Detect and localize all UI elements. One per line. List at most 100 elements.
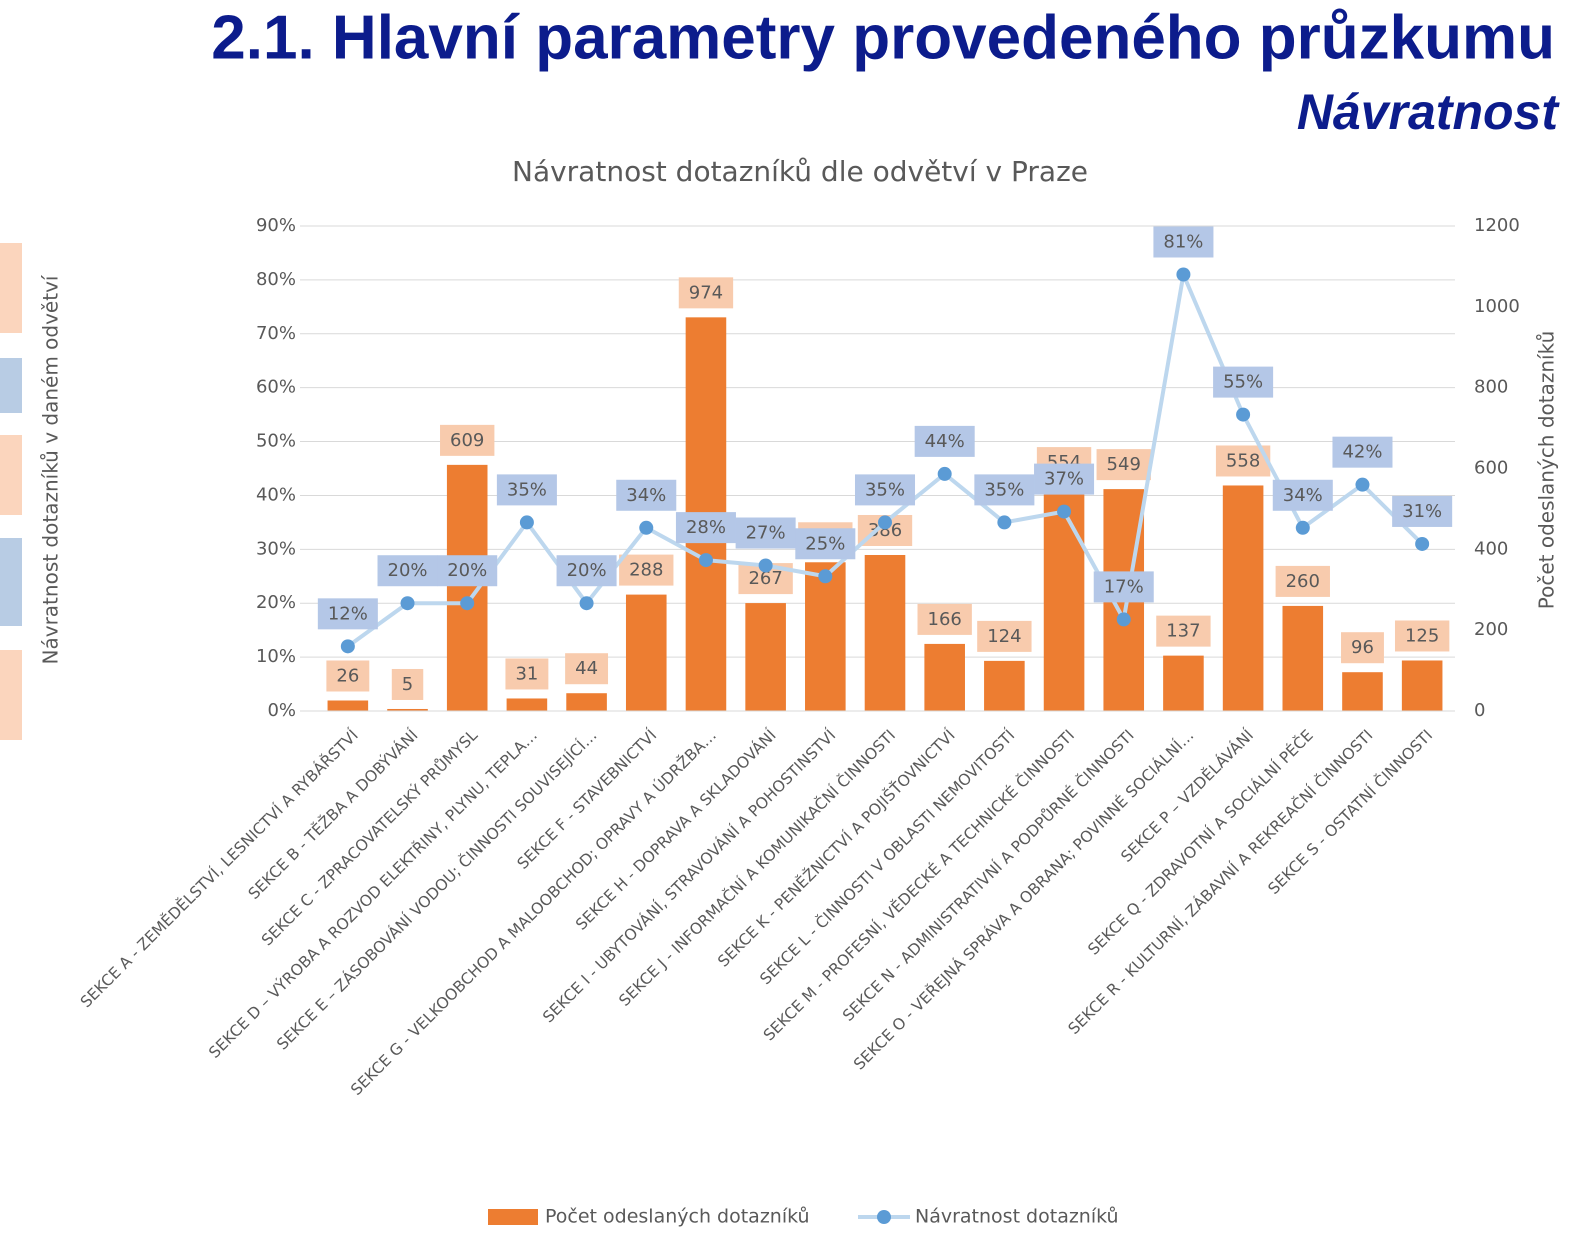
label-box [854,474,916,506]
marker [400,596,415,611]
y-tick-label: 80% [256,269,296,290]
data-label: 288 [629,560,663,581]
marker [519,515,534,530]
y-tick-label: 0% [267,700,296,721]
data-label: 386 [868,520,902,541]
data-label: 35% [507,479,547,500]
label-box [1332,436,1393,468]
y2-tick-label: 400 [1474,538,1508,559]
label-box [437,555,498,587]
y-tick-label: 70% [256,323,296,344]
data-label: 609 [450,430,484,451]
label-box [917,603,972,635]
legend-label: Počet odeslaných dotazníků [545,1206,810,1228]
marker [758,558,773,573]
decor [0,435,22,515]
data-label: 25% [805,533,845,554]
data-label: 31% [1402,501,1442,522]
decor [0,243,22,333]
bar [864,554,906,711]
x-tick-label: SEKCE A - ZEMĚDĚLSTVÍ, LESNICTVÍ A RYBÁŘ… [76,725,362,1011]
decor [0,538,22,626]
label-box [556,555,617,587]
marker [1415,536,1430,551]
label-box [317,598,378,630]
bar [1163,655,1204,711]
label-box [1093,571,1154,603]
y-tick-label: 10% [256,646,296,667]
label-box [1034,463,1095,495]
bar [1282,605,1324,711]
marker [1057,504,1072,519]
label-box [675,512,736,544]
bar [745,603,786,711]
marker [639,520,654,535]
bar [984,660,1025,711]
label-box [391,668,424,700]
data-label: 96 [1351,637,1374,658]
y-tick-label: 40% [256,484,296,505]
label-box [505,658,549,690]
label-box [619,554,674,586]
legend-swatch [488,1209,538,1225]
bar [805,562,846,711]
y2-tick-label: 600 [1474,458,1508,479]
bar [327,700,369,711]
y2-tick-label: 800 [1474,377,1508,398]
data-label: 166 [928,609,962,630]
data-label: 37% [1044,469,1084,490]
data-label: 17% [1104,576,1144,597]
x-tick-label: SEKCE Q - ZDRAVOTNÍ A SOCIÁLNÍ PÉČE [1084,726,1317,959]
label-box [1272,479,1333,511]
bar [924,643,965,711]
y-axis-label: Návratnost dotazníků v daném odvětví [39,274,63,664]
y2-tick-label: 1000 [1474,296,1520,317]
y-tick-label: 20% [256,592,296,613]
data-label: 137 [1166,621,1200,642]
bar [1401,660,1443,711]
y2-axis-label: Počet odeslaných dotazníků [1535,331,1559,610]
data-label: 20% [567,560,607,581]
data-label: 42% [1342,442,1382,463]
y-tick-label: 90% [256,215,296,236]
legend-swatch [877,1210,891,1224]
y-tick-label: 60% [256,377,296,398]
data-label: 124 [987,626,1021,647]
marker [997,515,1012,530]
data-label: 260 [1286,571,1320,592]
data-label: 5 [402,674,413,695]
y2-tick-label: 1200 [1474,215,1520,236]
marker [1355,477,1370,492]
data-label: 20% [447,560,487,581]
label-box [440,424,495,456]
data-label: 28% [686,517,726,538]
bar [387,708,428,711]
legend-label: Návratnost dotazníků [915,1206,1119,1228]
y-tick-label: 30% [256,538,296,559]
label-box [616,479,677,511]
bar [506,698,548,711]
marker [460,596,475,611]
x-tick-label: SEKCE J - INFORMAČNÍ A KOMUNIKAČNÍ ČINNO… [615,726,899,1010]
data-label: 549 [1107,454,1141,475]
label-box [977,620,1032,652]
marker [698,553,713,568]
data-label: 34% [626,485,666,506]
data-label: 974 [689,282,723,303]
data-label: 267 [748,568,782,589]
label-box [1153,226,1214,258]
marker [878,515,892,530]
bar [446,464,488,711]
label-box [1275,565,1330,597]
data-label: 44% [925,431,965,452]
bar [1043,487,1085,711]
x-tick-label: SEKCE C - ZPRACOVATELSKÝ PRŮMYSL [257,725,481,949]
label-box [377,555,438,587]
slide-title: 2.1. Hlavní parametry provedeného průzku… [211,3,1555,72]
decor [0,650,22,740]
marker [1295,520,1310,535]
data-label: 81% [1163,232,1203,253]
data-label: 558 [1226,450,1260,471]
label-box [678,277,734,309]
